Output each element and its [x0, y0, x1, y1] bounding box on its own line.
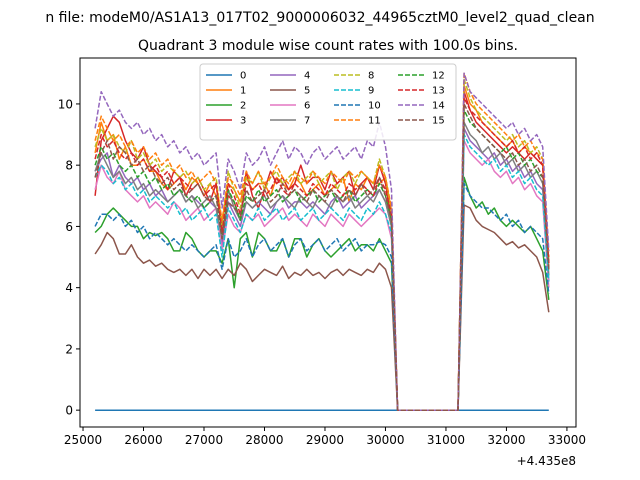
series-line-15: [94, 103, 550, 411]
x-tick-label: 27000: [185, 433, 223, 447]
legend-label-5: 5: [304, 86, 310, 97]
series-line-6: [94, 139, 550, 411]
x-tick-label: 28000: [245, 433, 283, 447]
y-axis: 0 2 4 6 8 10: [58, 97, 80, 418]
y-tick-label: 2: [65, 342, 73, 356]
legend-label-12: 12: [432, 71, 445, 82]
legend-label-6: 6: [304, 101, 310, 112]
legend-label-9: 9: [368, 86, 374, 97]
legend-label-2: 2: [240, 101, 246, 112]
x-tick-label: 31000: [427, 433, 465, 447]
x-tick-label: 29000: [306, 433, 344, 447]
legend-label-7: 7: [304, 116, 310, 127]
series-line-9: [94, 133, 550, 411]
y-tick-label: 8: [65, 159, 73, 173]
legend-label-1: 1: [240, 86, 246, 97]
legend-label-13: 13: [432, 86, 445, 97]
x-tick-label: 33000: [548, 433, 586, 447]
y-tick-label: 10: [58, 97, 73, 111]
series-line-3: [94, 90, 550, 411]
legend-label-11: 11: [368, 116, 381, 127]
legend-label-4: 4: [304, 71, 310, 82]
series-line-13: [94, 97, 550, 411]
series-line-12: [94, 109, 550, 411]
x-tick-label: 26000: [124, 433, 162, 447]
chart-title: Quadrant 3 module wise count rates with …: [138, 38, 518, 54]
series-line-11: [94, 72, 550, 411]
series-line-7: [94, 121, 550, 411]
axes-frame: [79, 57, 577, 428]
series-line-2: [94, 176, 550, 411]
legend-label-3: 3: [240, 116, 246, 127]
y-tick-label: 6: [65, 220, 73, 234]
legend-label-14: 14: [432, 101, 445, 112]
figure-suptitle: n file: modeM0/AS1A13_017T02_9000006032_…: [45, 10, 595, 26]
legend-label-0: 0: [240, 71, 246, 82]
series-line-1: [94, 84, 550, 411]
y-tick-label: 4: [65, 281, 73, 295]
legend-label-15: 15: [432, 116, 445, 127]
x-tick-label: 32000: [487, 433, 525, 447]
series-line-14: [94, 72, 550, 411]
plot-area: [94, 72, 550, 411]
x-tick-label: 30000: [366, 433, 404, 447]
legend-box: [199, 63, 457, 141]
series-line-10: [94, 182, 550, 411]
series-line-8: [94, 78, 550, 411]
y-tick-label: 0: [65, 404, 73, 418]
series-line-5: [94, 204, 550, 411]
legend-label-10: 10: [368, 101, 381, 112]
legend-label-8: 8: [368, 71, 374, 82]
x-offset-label: +4.435e8: [517, 454, 576, 468]
x-tick-label: 25000: [64, 433, 102, 447]
x-axis: 25000 26000 27000 28000 29000 30000 31000 32000…: [64, 427, 586, 447]
